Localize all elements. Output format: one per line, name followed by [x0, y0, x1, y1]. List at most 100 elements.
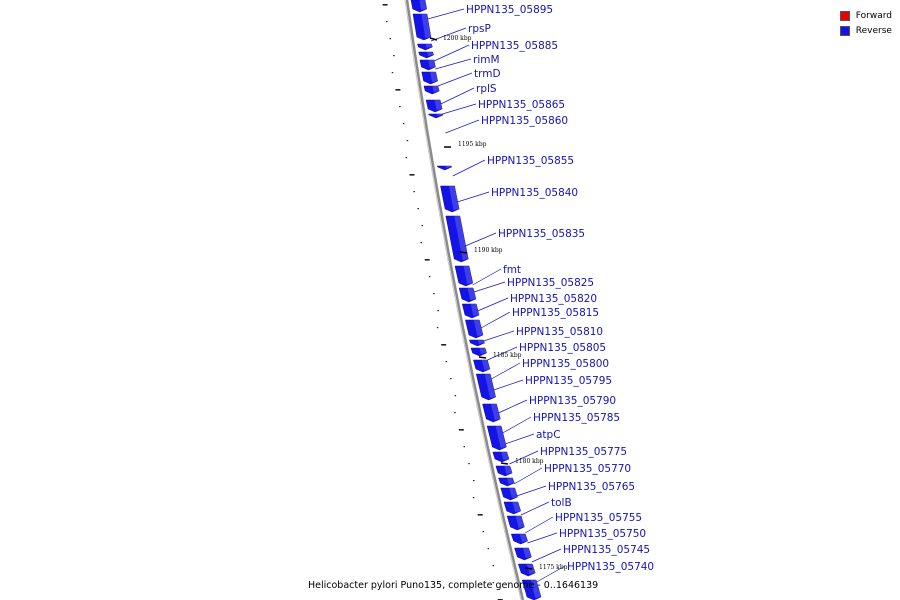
gene-label[interactable]: HPPN135_05755 [555, 512, 642, 524]
skew-dot [417, 208, 419, 210]
legend-forward-label: Forward [855, 10, 892, 21]
leader-line [437, 72, 473, 87]
gene-arrow[interactable] [427, 113, 444, 119]
skew-dot [382, 4, 388, 6]
gene-arrow[interactable] [421, 71, 438, 85]
gene-label[interactable]: rpsP [468, 23, 491, 35]
tick-label: 1190 kbp [474, 247, 503, 254]
gene-arrow[interactable] [419, 59, 436, 71]
leader-line [502, 416, 532, 434]
gene-arrow-highlight [467, 288, 476, 300]
gene-label[interactable]: HPPN135_05865 [478, 99, 565, 111]
gene-label[interactable]: HPPN135_05790 [529, 395, 616, 407]
gene-arrow[interactable] [465, 319, 484, 339]
gene-arrow-highlight [448, 186, 460, 210]
gene-label[interactable]: HPPN135_05895 [466, 4, 553, 16]
leader-line [430, 27, 467, 42]
gene-arrow[interactable] [518, 563, 536, 577]
gene-label[interactable]: HPPN135_05750 [559, 528, 646, 540]
gene-label[interactable]: rplS [476, 83, 497, 95]
skew-dot [450, 378, 452, 380]
gene-label[interactable]: HPPN135_05765 [548, 481, 635, 493]
skew-dot [458, 429, 464, 431]
skew-dot [424, 259, 430, 261]
gene-arrow[interactable] [468, 339, 485, 347]
gene-arrow[interactable] [498, 477, 515, 487]
gene-arrow[interactable] [417, 43, 433, 51]
gene-label[interactable]: HPPN135_05805 [519, 342, 606, 354]
gene-label[interactable]: HPPN135_05785 [533, 412, 620, 424]
gene-label[interactable]: HPPN135_05740 [567, 561, 654, 573]
leader-line [472, 268, 502, 286]
gene-arrow-highlight [522, 548, 532, 558]
gene-label[interactable]: HPPN135_05745 [563, 544, 650, 556]
gene-label[interactable]: HPPN135_05835 [498, 228, 585, 240]
label-leader-lines [427, 8, 566, 583]
gene-arrow-highlight [477, 340, 485, 344]
gene-label[interactable]: atpC [536, 429, 561, 441]
leader-line [440, 87, 475, 105]
gene-label[interactable]: HPPN135_05815 [512, 307, 599, 319]
skew-dot [402, 123, 405, 125]
leader-line [433, 44, 470, 62]
gene-arrow[interactable] [495, 465, 513, 477]
gene-label[interactable]: HPPN135_05885 [471, 40, 558, 52]
gene-label[interactable]: HPPN135_05775 [540, 446, 627, 458]
gene-arrow[interactable] [486, 425, 507, 451]
gene-arrow[interactable] [470, 347, 487, 357]
forward-swatch [839, 10, 850, 21]
leader-line [473, 281, 506, 293]
gene-label[interactable]: tolB [551, 497, 572, 509]
gene-arrow[interactable] [500, 487, 518, 501]
gene-arrow[interactable] [410, 0, 428, 13]
gene-arrow[interactable] [445, 215, 469, 263]
skew-dot [441, 344, 447, 346]
gene-arrow-highlight [479, 348, 487, 354]
gene-label[interactable]: HPPN135_05770 [544, 463, 631, 475]
gene-arrow-highlight [530, 580, 541, 598]
leader-line [445, 119, 480, 134]
gene-arrow[interactable] [482, 403, 501, 423]
tick-label: 1175 kbp [539, 564, 568, 571]
gene-label[interactable]: HPPN135_05855 [487, 155, 574, 167]
gene-label[interactable]: HPPN135_05860 [481, 115, 568, 127]
scale-tick: 1185 kbp [478, 352, 522, 359]
gene-arrow[interactable] [514, 547, 532, 561]
gene-arrow-highlight [473, 320, 483, 336]
gene-arrow[interactable] [412, 13, 432, 41]
gene-label[interactable]: HPPN135_05840 [491, 187, 578, 199]
gene-label[interactable]: HPPN135_05800 [522, 358, 609, 370]
gene-arrow[interactable] [461, 303, 480, 319]
legend-reverse: Reverse [839, 23, 892, 38]
gene-label[interactable]: HPPN135_05810 [516, 326, 603, 338]
gene-arrow[interactable] [423, 85, 440, 95]
gene-arrow[interactable] [436, 165, 453, 171]
gene-arrow[interactable] [503, 501, 521, 515]
tick-label: 1180 kbp [515, 458, 544, 465]
gene-arrow[interactable] [492, 451, 510, 463]
gene-arrow[interactable] [473, 359, 491, 373]
gene-arrow[interactable] [440, 185, 460, 213]
gene-arrow-highlight [484, 374, 496, 398]
gene-label[interactable]: HPPN135_05825 [507, 277, 594, 289]
leader-line [452, 159, 486, 177]
gene-arrow[interactable] [510, 533, 528, 545]
genome-backbone-inner [404, 0, 522, 600]
gene-arrow[interactable] [458, 287, 477, 303]
gene-arrow[interactable] [521, 579, 542, 600]
map-caption: Helicobacter pylori Puno135, complete ge… [308, 580, 598, 591]
gene-arrow[interactable] [418, 51, 434, 59]
leader-line [427, 8, 465, 20]
gene-arrow[interactable] [454, 265, 474, 287]
gene-arrow[interactable] [475, 373, 496, 401]
gene-arrow[interactable] [425, 99, 443, 113]
gene-arrow-highlight [421, 14, 431, 38]
gene-label[interactable]: trmD [474, 68, 501, 80]
tick-label: 1185 kbp [493, 352, 522, 359]
gene-label[interactable]: HPPN135_05820 [510, 293, 597, 305]
gene-label[interactable]: HPPN135_05795 [525, 375, 612, 387]
gene-label[interactable]: rimM [473, 54, 500, 66]
gene-arrow[interactable] [506, 515, 525, 531]
leader-line [480, 311, 511, 329]
gene-label[interactable]: fmt [503, 264, 521, 276]
